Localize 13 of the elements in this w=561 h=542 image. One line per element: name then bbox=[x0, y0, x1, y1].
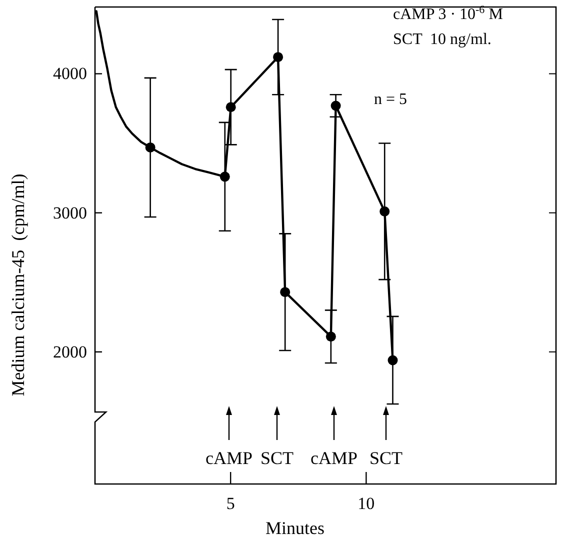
y-axis-title: Medium calcium-45 (cpm/ml) bbox=[8, 174, 28, 396]
y-tick-label: 2000 bbox=[53, 342, 87, 362]
x-tick-label: 5 bbox=[226, 494, 235, 513]
annotation: SCT bbox=[260, 448, 294, 468]
y-tick-label: 4000 bbox=[53, 64, 87, 84]
annotation: SCT 10 ng/ml. bbox=[393, 31, 492, 48]
x-axis-title: Minutes bbox=[265, 518, 325, 538]
x-tick-label: 10 bbox=[358, 494, 375, 513]
annotation: SCT bbox=[369, 448, 403, 468]
annotation: n = 5 bbox=[374, 91, 408, 108]
y-tick-label: 3000 bbox=[53, 203, 87, 222]
annotation: cAMP bbox=[310, 448, 358, 468]
annotation: cAMP bbox=[205, 448, 253, 468]
